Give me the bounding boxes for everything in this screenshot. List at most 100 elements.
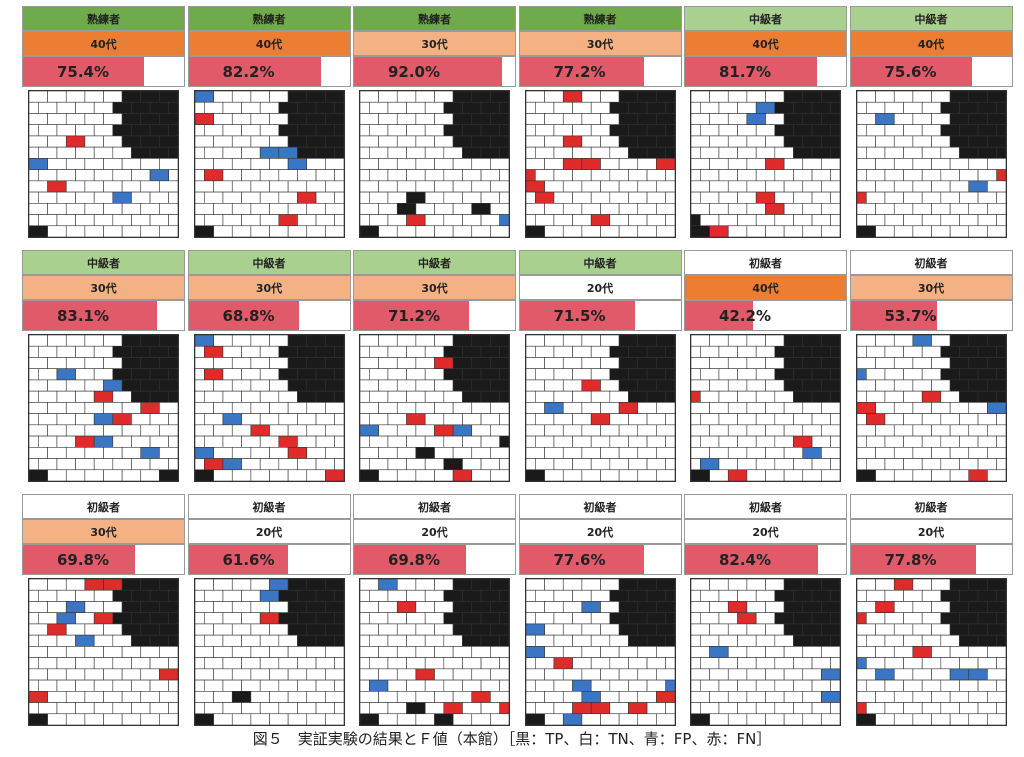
brick-cell	[811, 458, 831, 471]
brick-cell	[194, 601, 214, 613]
brick-cell	[590, 169, 610, 182]
brick-cell	[360, 691, 379, 703]
brick-cell	[811, 345, 831, 358]
brick-cell	[56, 191, 76, 204]
brick-cell	[930, 225, 950, 237]
brick-cell	[268, 447, 288, 459]
brick-cell	[65, 646, 86, 658]
brick-cell	[222, 458, 242, 471]
brick-cell	[434, 579, 454, 591]
brick-cell	[921, 589, 941, 602]
brick-cell	[268, 623, 288, 636]
brick-cell	[802, 469, 822, 481]
brick-cell	[700, 390, 720, 403]
brick-cell	[278, 101, 298, 114]
brick-cell	[525, 702, 536, 715]
brick-cell	[194, 646, 214, 658]
brick-cell	[995, 612, 1006, 625]
brick-cell	[940, 702, 960, 715]
brick-cell	[396, 91, 417, 103]
brick-cell	[691, 657, 701, 670]
brick-cell	[727, 623, 748, 636]
brick-cell	[902, 702, 922, 715]
brick-cell	[305, 424, 326, 437]
brick-cell	[599, 335, 619, 347]
age-group-label: 30代	[22, 275, 185, 300]
brick-cell	[103, 424, 123, 437]
brick-cell	[278, 146, 298, 159]
brick-cell	[387, 390, 407, 403]
skill-level-label: 中級者	[353, 250, 516, 275]
brick-cell	[865, 124, 885, 137]
brick-cell	[305, 203, 326, 215]
brick-cell	[765, 668, 785, 681]
brick-cell	[443, 390, 463, 403]
brick-cell	[406, 589, 426, 602]
brick-cell	[590, 214, 610, 227]
brick-cell	[737, 679, 757, 692]
brick-cell	[636, 402, 657, 414]
brick-cell	[212, 691, 233, 703]
brick-cell	[149, 146, 169, 159]
brick-cell	[259, 657, 279, 670]
brick-cell	[121, 135, 142, 148]
brick-cell	[212, 623, 233, 636]
brick-cell	[893, 402, 913, 414]
brick-cell	[627, 101, 647, 114]
brick-cell	[121, 469, 142, 481]
brick-cell	[231, 135, 251, 148]
brick-cell	[856, 379, 876, 392]
brick-cell	[856, 601, 876, 613]
brick-cell	[856, 335, 876, 347]
brick-cell	[627, 413, 647, 426]
brick-cell	[387, 345, 407, 358]
brick-cell	[543, 91, 564, 103]
brick-cell	[231, 225, 251, 237]
brick-cell	[700, 191, 720, 204]
brick-cell	[462, 390, 482, 403]
brick-cell	[534, 191, 554, 204]
brick-cell	[930, 646, 950, 658]
brick-cell	[29, 335, 48, 347]
brick-cell	[131, 169, 151, 182]
brick-cell	[765, 469, 785, 481]
brick-cell	[940, 679, 960, 692]
skill-level-label: 初級者	[22, 494, 185, 519]
brick-cell	[56, 368, 76, 381]
brick-cell	[609, 368, 629, 381]
brick-cell	[856, 214, 867, 227]
brick-cell	[212, 225, 233, 237]
brick-cell	[571, 146, 591, 159]
brick-cell	[305, 135, 326, 148]
brick-cell	[727, 601, 748, 613]
brick-cell	[986, 379, 1006, 392]
brick-cell	[525, 91, 545, 103]
f-score-value: 92.0%	[387, 62, 441, 81]
brick-cell	[434, 379, 454, 392]
f-score-bar: 75.6%	[849, 56, 1013, 87]
brick-cell	[709, 203, 729, 215]
brick-cell	[212, 379, 233, 392]
brick-cell	[93, 368, 114, 381]
brick-cell	[168, 101, 178, 114]
brick-cell	[378, 424, 398, 437]
result-panel: 初級者 20代 77.6%	[518, 488, 682, 732]
age-group-label: 30代	[518, 31, 682, 56]
brick-cell	[369, 702, 389, 715]
brick-cell	[590, 657, 610, 670]
brick-cell	[912, 225, 932, 237]
brick-cell	[571, 634, 591, 647]
brick-cell	[324, 713, 344, 725]
brick-cell	[387, 191, 407, 204]
brick-cell	[664, 368, 675, 381]
brick-cell	[194, 158, 214, 170]
brick-cell	[856, 589, 867, 602]
brick-cell	[700, 368, 720, 381]
brick-cell	[324, 357, 344, 369]
f-score-bar: 61.6%	[187, 544, 351, 575]
brick-cell	[718, 390, 738, 403]
brick-cell	[562, 601, 582, 613]
brick-cell	[893, 91, 913, 103]
brick-cell	[874, 225, 895, 237]
brick-cell	[811, 435, 831, 448]
